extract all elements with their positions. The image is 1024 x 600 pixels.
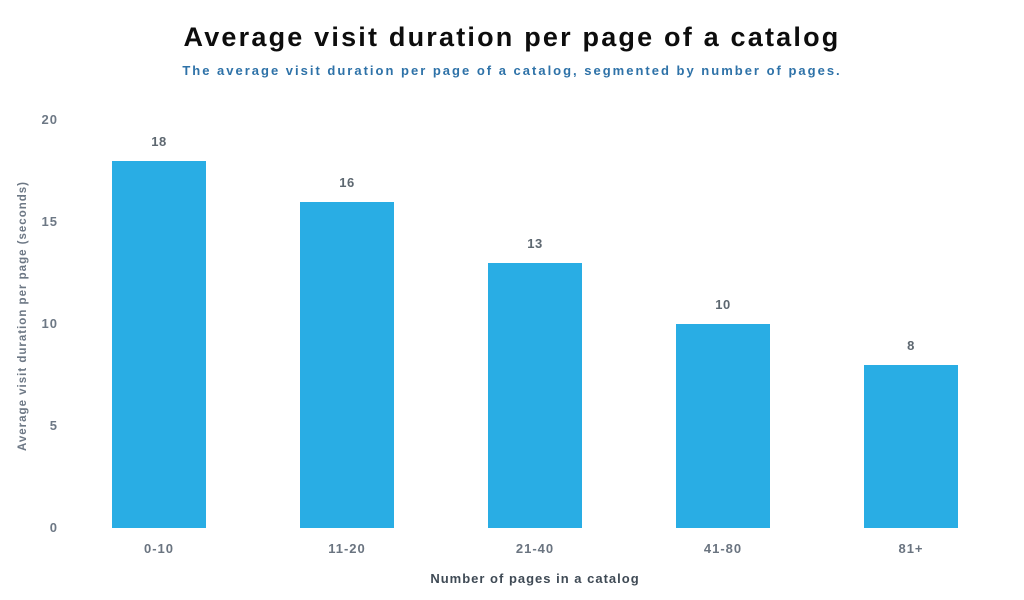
x-category-label: 81+ xyxy=(898,541,924,556)
y-tick-label: 20 xyxy=(41,112,58,127)
x-category-label: 0-10 xyxy=(143,541,175,556)
bar-11-20 xyxy=(300,201,394,528)
y-tick-label: 5 xyxy=(49,418,58,433)
x-category-label: 11-20 xyxy=(328,541,366,556)
bar-81+ xyxy=(864,364,958,528)
bar-value-label: 13 xyxy=(527,235,543,251)
chart-title: Average visit duration per page of a cat… xyxy=(183,22,841,52)
chart-subtitle: The average visit duration per page of a… xyxy=(182,63,842,78)
y-tick-label: 0 xyxy=(49,520,58,535)
bar-21-40 xyxy=(488,262,582,528)
x-category-label: 21-40 xyxy=(515,541,555,556)
x-axis-title: Number of pages in a catalog xyxy=(430,571,640,586)
bar-41-80 xyxy=(676,324,770,528)
y-tick-label: 15 xyxy=(41,214,58,229)
bar-value-label: 10 xyxy=(715,297,731,312)
y-tick-label: 10 xyxy=(41,316,58,331)
bar-0-10 xyxy=(112,160,206,528)
bar-value-label: 18 xyxy=(151,133,167,149)
bar-value-label: 16 xyxy=(339,174,355,190)
bar-value-label: 8 xyxy=(907,337,915,353)
x-category-label: 41-80 xyxy=(703,541,743,556)
